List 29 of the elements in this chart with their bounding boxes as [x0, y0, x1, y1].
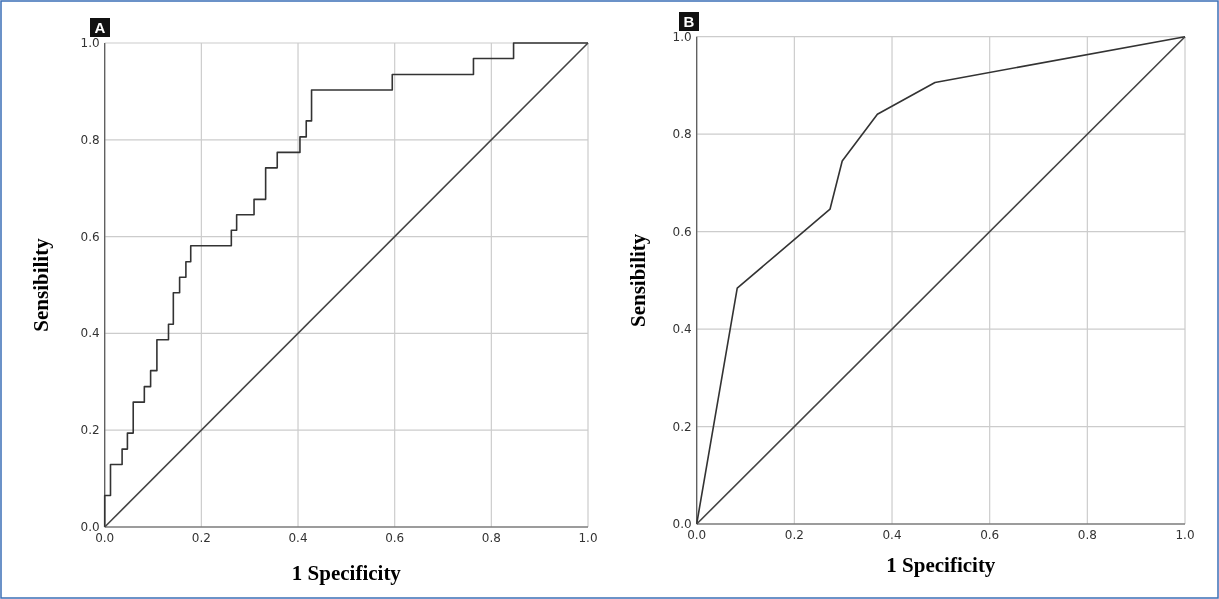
chart-title: B — [683, 13, 695, 30]
x-tick-label: 0.8 — [1077, 528, 1097, 542]
y-tick-label: 0.6 — [672, 224, 692, 239]
x-tick-label: 0.6 — [385, 531, 405, 545]
x-tick-label: 0.2 — [191, 531, 211, 545]
y-tick-label: 1.0 — [80, 36, 100, 50]
x-tick-label: 0.4 — [288, 531, 308, 545]
x-tick-label: 1.0 — [578, 531, 598, 545]
y-axis-title: Sensibility — [29, 237, 53, 332]
y-tick-label: 0.4 — [672, 322, 692, 337]
x-tick-label: 0.8 — [481, 531, 501, 545]
x-tick-label: 0.6 — [980, 528, 1000, 542]
y-tick-label: 0.8 — [672, 127, 692, 142]
x-axis-title: 1 Specificity — [291, 561, 402, 585]
x-tick-label: 0.2 — [784, 528, 804, 542]
y-tick-label: 0.2 — [80, 423, 100, 438]
x-axis-title: 1 Specificity — [886, 553, 996, 577]
y-tick-label: 0.0 — [672, 517, 692, 531]
x-tick-label: 0.4 — [882, 528, 902, 542]
x-tick-label: 0.0 — [95, 531, 115, 545]
x-tick-label: 0.0 — [687, 528, 707, 542]
chart-title: A — [94, 19, 106, 36]
y-tick-label: 0.8 — [80, 132, 100, 147]
y-tick-label: 0.4 — [80, 326, 100, 341]
y-tick-label: 0.6 — [80, 229, 100, 244]
y-tick-label: 0.2 — [672, 419, 692, 434]
y-axis-title: Sensibility — [626, 233, 650, 328]
x-tick-label: 1.0 — [1175, 528, 1195, 542]
y-tick-label: 1.0 — [672, 29, 692, 44]
